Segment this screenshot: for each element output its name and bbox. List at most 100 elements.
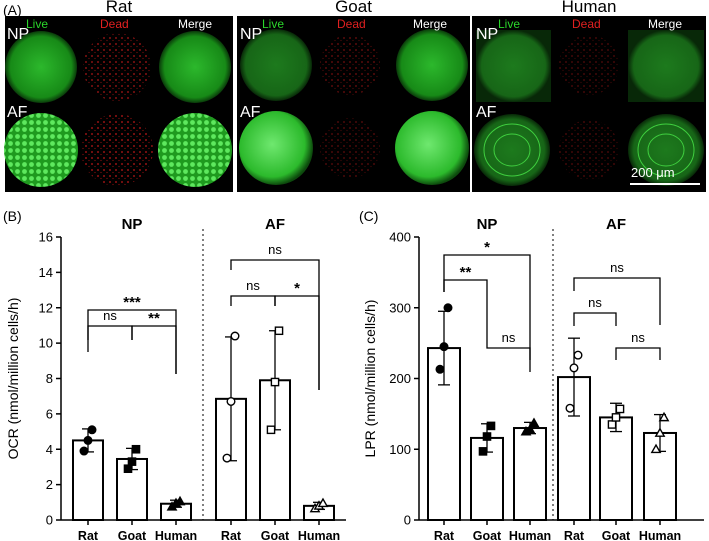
point-np-goat-1 [478, 447, 488, 456]
point-np-rat-1 [79, 446, 89, 456]
significance-label-np-1: ns [103, 308, 117, 323]
point-np-human-3 [174, 495, 186, 506]
human-af-live-disc [474, 114, 550, 186]
y-axis-title: OCR (nmol/million cells/h) [5, 298, 21, 460]
significance-bracket-af-3 [573, 277, 661, 325]
rat-af-merge-disc [158, 113, 232, 187]
x-tick-label-af-goat: Goat [602, 529, 631, 541]
x-tick-label-np-rat: Rat [434, 529, 455, 541]
row-label-np-goat: NP [240, 26, 263, 43]
significance-label-np-2: ** [148, 310, 160, 327]
y-axis-title: LPR (nmol/million cells/h) [362, 300, 378, 458]
x-tick-label-np-human: Human [155, 529, 197, 541]
rat-af-dead-disc [81, 114, 153, 186]
y-tick-label-2: 2 [46, 477, 53, 492]
point-af-human-3 [317, 497, 329, 508]
point-af-rat-3 [573, 350, 583, 360]
y-tick-label-16: 16 [39, 230, 53, 245]
point-np-goat-3 [486, 421, 496, 431]
scale-bar-label: 200 μm [631, 165, 675, 180]
goat-np-dead-disc [320, 35, 380, 95]
row-label-np-rat: NP [7, 26, 30, 43]
species-title-rat: Rat [105, 0, 133, 16]
y-tick-label-8: 8 [46, 371, 53, 386]
point-np-goat-2 [482, 432, 492, 441]
significance-bracket-np-3 [443, 254, 531, 372]
x-tick-label-af-human: Human [298, 529, 340, 541]
point-np-rat-2 [83, 435, 93, 445]
channel-live-human: Live [498, 17, 521, 31]
significance-bracket-af-2 [615, 347, 661, 360]
channel-dead-goat: Dead [337, 17, 366, 31]
rat-af-live-disc [4, 113, 78, 187]
rat-np-dead-disc [83, 33, 151, 101]
point-af-goat-1 [266, 425, 276, 435]
rat-np-merge-disc [159, 31, 231, 103]
channel-merge-human: Merge [648, 17, 683, 31]
point-af-human-1 [650, 443, 662, 454]
goat-af-dead-disc [320, 118, 380, 178]
significance-label-af-2: ns [631, 330, 645, 345]
significance-label-np-3: *** [123, 294, 141, 311]
significance-bracket-np-1 [443, 279, 488, 344]
channel-live-goat: Live [262, 17, 285, 31]
point-af-rat-2 [226, 396, 236, 406]
rat-np-live-disc [5, 31, 77, 103]
significance-label-np-3: * [484, 239, 490, 256]
significance-bracket-af-1 [230, 295, 276, 306]
bar-af-goat [599, 416, 633, 522]
y-tick-label-4: 4 [46, 442, 53, 457]
channel-merge-goat: Merge [413, 17, 448, 31]
point-np-rat-1 [435, 364, 445, 374]
point-np-human-3 [528, 417, 540, 427]
group-title-af: AF [606, 216, 626, 233]
channel-dead-human: Dead [572, 17, 601, 31]
significance-label-af-1: ns [588, 295, 602, 310]
point-af-rat-1 [565, 403, 575, 413]
significance-bracket-af-1 [573, 312, 617, 326]
human-af-merge-disc [628, 114, 704, 186]
y-tick-label-100: 100 [389, 442, 411, 457]
y-tick-label-6: 6 [46, 406, 53, 421]
channel-merge-rat: Merge [178, 17, 213, 31]
significance-bracket-af-2 [274, 295, 320, 390]
point-af-goat-3 [615, 404, 625, 414]
significance-label-af-2: * [294, 280, 300, 297]
ocr-bar-chart: 0 2 4 6 8 10 12 14 16 OCR (nmol/million cells/h) N… [5, 216, 346, 541]
point-af-rat-3 [230, 331, 240, 341]
y-tick-label-400: 400 [389, 230, 411, 245]
point-af-goat-2 [611, 413, 621, 422]
y-tick-label-300: 300 [389, 300, 411, 315]
point-af-goat-3 [274, 326, 284, 336]
panel-c-letter: (C) [359, 208, 379, 224]
channel-live-rat: Live [26, 17, 49, 31]
lpr-bar-chart: 0 100 200 300 400 LPR (nmol/million cells/h) N… [362, 216, 704, 541]
panel-b-letter: (B) [3, 208, 22, 224]
significance-bracket-np-1 [87, 325, 133, 340]
x-tick-label-np-goat: Goat [118, 529, 147, 541]
panel-a-letter: (A) [3, 2, 22, 18]
goat-np-live-disc [240, 29, 312, 101]
species-title-human: Human [561, 0, 617, 16]
y-tick-label-0: 0 [46, 513, 53, 528]
bar-np-rat [72, 439, 104, 521]
x-tick-label-af-rat: Rat [221, 529, 242, 541]
x-tick-label-af-human: Human [639, 529, 681, 541]
point-af-human-3 [658, 411, 670, 422]
x-tick-label-af-goat: Goat [261, 529, 290, 541]
group-title-np: NP [122, 216, 143, 233]
point-np-rat-3 [443, 303, 453, 313]
point-np-rat-2 [439, 342, 449, 352]
goat-af-live-disc [239, 111, 313, 185]
significance-label-af-1: ns [246, 278, 260, 293]
point-np-rat-3 [87, 425, 97, 435]
y-tick-label-14: 14 [39, 265, 53, 280]
group-title-af: AF [265, 216, 285, 233]
goat-np-merge-disc [396, 29, 468, 101]
microscopy-images [4, 16, 706, 192]
goat-af-merge-disc [395, 111, 469, 185]
row-label-af-goat: AF [240, 104, 261, 121]
channel-dead-rat: Dead [100, 17, 129, 31]
row-label-af-rat: AF [7, 104, 28, 121]
significance-bracket-np-2 [131, 325, 177, 374]
